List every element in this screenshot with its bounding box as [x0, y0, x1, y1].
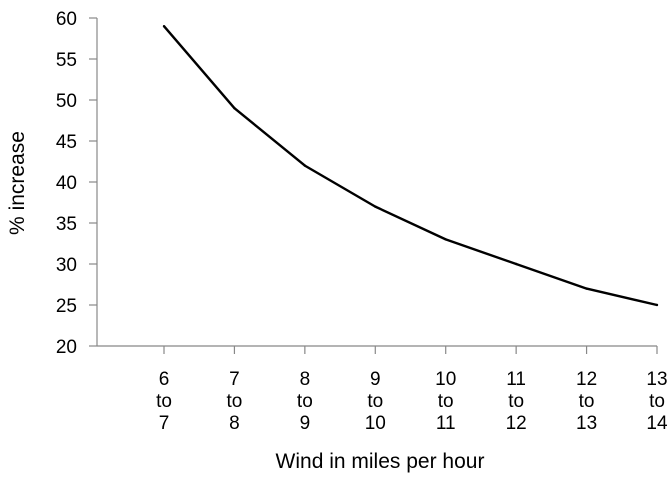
y-tick-label: 25: [56, 296, 77, 317]
data-point: [655, 303, 659, 307]
y-tick-label: 35: [56, 214, 77, 235]
y-tick-label: 55: [56, 50, 77, 71]
data-series: [162, 25, 659, 307]
y-tick-label: 50: [56, 91, 77, 112]
data-point: [374, 205, 377, 208]
x-tick-label: 8 to 9: [297, 369, 313, 434]
data-point: [303, 164, 307, 167]
x-tick-label: 12 to 13: [576, 369, 597, 434]
y-tick-label: 30: [56, 255, 77, 276]
data-point: [162, 25, 166, 28]
x-tick-label: 10 to 11: [435, 369, 456, 434]
y-tick-label: 20: [56, 337, 77, 358]
y-axis: 20 25 30 35 40 45 50 55 60: [56, 9, 98, 358]
y-tick-label: 40: [56, 173, 77, 194]
y-axis-label: % increase: [6, 131, 29, 235]
x-tick-label: 7 to 8: [226, 369, 242, 434]
x-tick-label: 11 to 12: [506, 369, 527, 434]
x-tick-label: 13 to 14: [646, 369, 668, 434]
data-point: [514, 262, 518, 266]
x-tick-label: 6 to 7: [156, 369, 172, 434]
y-tick-label: 45: [56, 132, 77, 153]
data-point: [444, 238, 447, 241]
series-line: [163, 25, 658, 307]
y-tick-label: 60: [56, 9, 77, 30]
x-tick-label: 9 to 10: [365, 369, 386, 434]
data-point: [585, 287, 588, 290]
data-point: [233, 107, 236, 110]
x-axis: 6 to 7 7 to 8 8 to 9 9 to 10 10 to 11 11 to 12 12 to 13 13 to 1…: [97, 345, 668, 434]
x-axis-label: Wind in miles per hour: [276, 450, 485, 473]
